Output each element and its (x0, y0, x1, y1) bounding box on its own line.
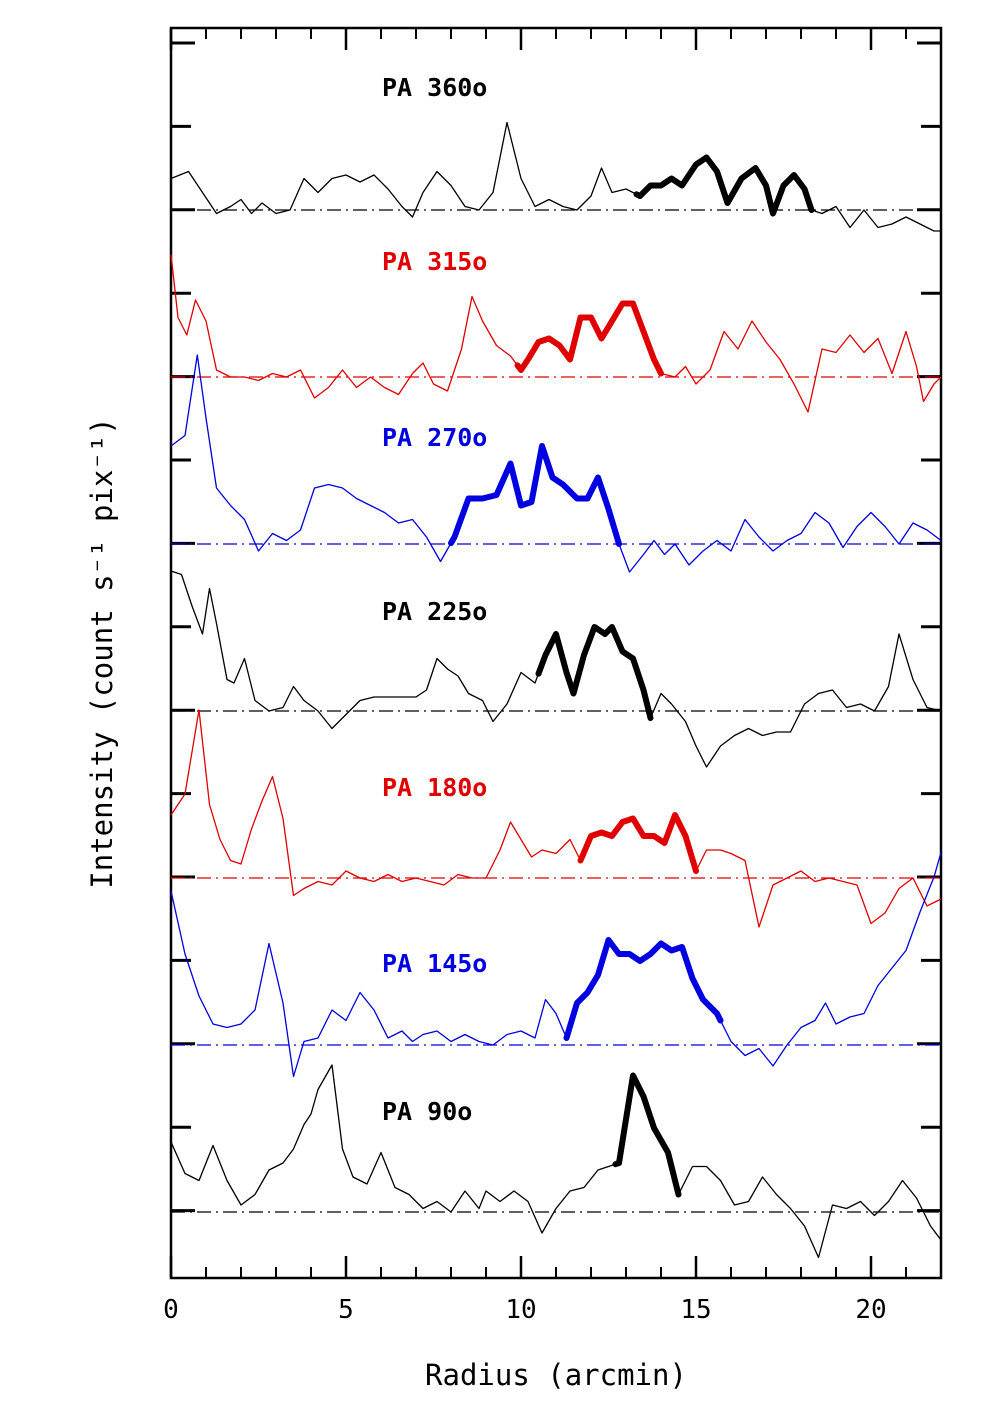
profile-labels: PA 360o PA 315o PA 270o PA 225o PA 180o PA 14… (382, 73, 487, 1126)
axis-ticks (169, 28, 942, 1278)
profile-label-4: PA 180o (382, 773, 487, 802)
x-tick-label: 20 (855, 1295, 886, 1325)
profile-label-1: PA 315o (382, 247, 487, 276)
profile-label-5: PA 145o (382, 949, 487, 978)
profile-line-6 (170, 1064, 942, 1259)
profile-line-3 (170, 570, 942, 768)
x-axis-title: Radius (arcmin) (425, 1358, 687, 1392)
profile-highlight-2 (448, 443, 622, 547)
profile-highlight-0 (633, 154, 815, 217)
profile-line-5 (170, 852, 942, 1078)
profile-highlight-1 (514, 300, 664, 377)
x-tick-label: 10 (505, 1295, 536, 1325)
profile-label-3: PA 225o (382, 597, 487, 626)
profile-line-2 (170, 354, 942, 573)
profile-label-0: PA 360o (382, 73, 487, 102)
profile-label-6: PA 90o (382, 1097, 472, 1126)
profile-curves (170, 121, 942, 1259)
profile-line-1 (170, 254, 942, 413)
profile-highlight-3 (535, 624, 654, 721)
profile-highlight-6 (612, 1072, 682, 1198)
y-axis-title: Intensity (count s⁻¹ pix⁻¹) (85, 417, 119, 888)
profile-line-0 (170, 121, 941, 232)
plot-frame (169, 26, 943, 1280)
x-tick-label: 15 (680, 1295, 711, 1325)
x-tick-labels: 0 5 10 15 20 (163, 1295, 886, 1325)
x-tick-label: 5 (338, 1295, 354, 1325)
profile-label-2: PA 270o (382, 423, 487, 452)
profile-line-4 (170, 709, 942, 928)
profile-baselines (171, 209, 941, 1213)
profile-highlight-4 (577, 812, 699, 874)
x-tick-label: 0 (163, 1295, 179, 1325)
profile-highlight-5 (563, 937, 724, 1041)
